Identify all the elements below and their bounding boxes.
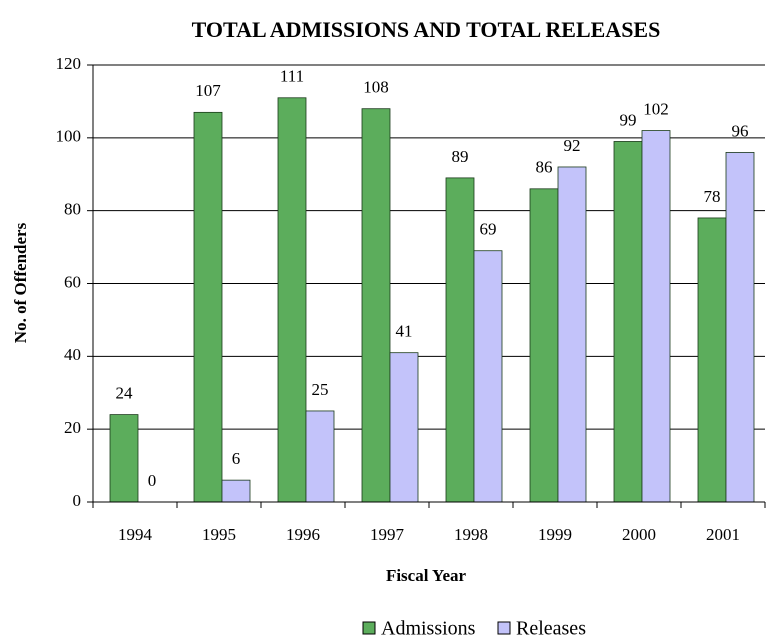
- value-label: 102: [643, 99, 669, 118]
- x-tick-label: 2001: [706, 525, 740, 544]
- bar: [389, 352, 419, 503]
- legend-swatch: [497, 621, 511, 635]
- x-tick-label: 1998: [454, 525, 488, 544]
- value-label: 24: [116, 384, 134, 403]
- bar: [361, 108, 391, 503]
- bar: [641, 130, 671, 503]
- bar: [193, 111, 223, 503]
- y-tick-label: 40: [64, 345, 81, 364]
- value-label: 107: [195, 81, 221, 100]
- bar: [473, 250, 503, 503]
- value-label: 6: [232, 449, 241, 468]
- y-tick-label: 100: [56, 127, 82, 146]
- value-label: 41: [396, 322, 413, 341]
- x-tick-label: 1996: [286, 525, 320, 544]
- bar: [221, 479, 251, 503]
- value-label: 78: [704, 187, 721, 206]
- value-label: 0: [148, 471, 157, 490]
- bar: [305, 410, 335, 503]
- value-label: 111: [280, 67, 304, 86]
- value-label: 92: [564, 136, 581, 155]
- value-label: 25: [312, 380, 329, 399]
- value-label: 99: [620, 110, 637, 129]
- y-tick-label: 20: [64, 418, 81, 437]
- y-tick-label: 60: [64, 272, 81, 291]
- x-tick-label: 2000: [622, 525, 656, 544]
- bar: [697, 217, 727, 503]
- value-label: 86: [536, 158, 553, 177]
- legend-label: Admissions: [381, 618, 476, 638]
- x-tick-label: 1995: [202, 525, 236, 544]
- x-tick-label: 1999: [538, 525, 572, 544]
- bar: [529, 188, 559, 503]
- y-tick-label: 0: [73, 491, 82, 510]
- x-tick-label: 1994: [118, 525, 153, 544]
- legend-label: Releases: [516, 618, 586, 638]
- y-axis-title: No. of Offenders: [11, 222, 30, 343]
- bar: [445, 177, 475, 503]
- value-label: 96: [732, 121, 749, 140]
- value-label: 69: [480, 220, 497, 239]
- bar: [109, 414, 139, 503]
- bar: [557, 166, 587, 503]
- value-label: 108: [363, 78, 389, 97]
- value-label: 89: [452, 147, 469, 166]
- bar: [613, 141, 643, 503]
- bar: [277, 97, 307, 503]
- bar: [725, 151, 755, 503]
- y-tick-label: 80: [64, 200, 81, 219]
- legend-swatch: [362, 621, 376, 635]
- chart-title: TOTAL ADMISSIONS AND TOTAL RELEASES: [192, 17, 661, 42]
- y-tick-label: 120: [56, 54, 82, 73]
- x-tick-label: 1997: [370, 525, 405, 544]
- x-axis-title: Fiscal Year: [386, 566, 467, 585]
